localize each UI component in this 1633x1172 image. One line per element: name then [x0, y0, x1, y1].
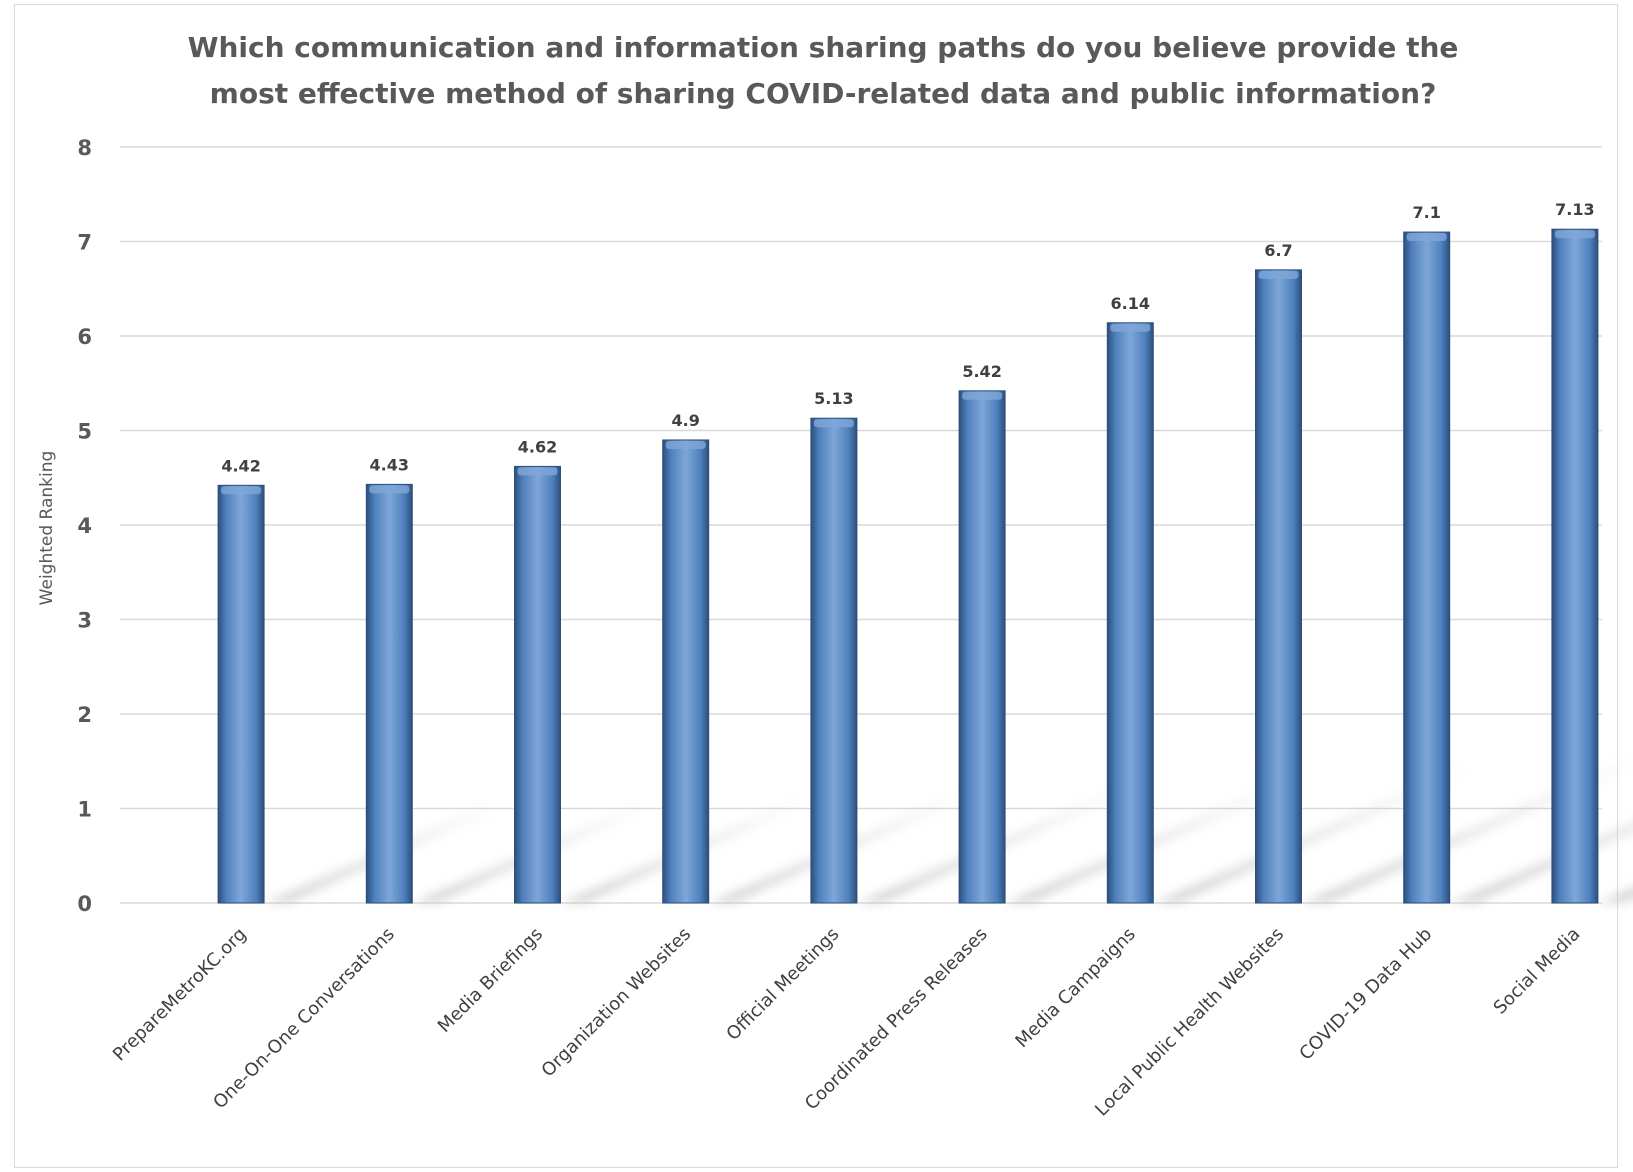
x-tick-label: Official Meetings: [722, 924, 843, 1045]
data-label: 4.62: [518, 437, 557, 456]
data-label: 4.9: [672, 411, 700, 430]
y-tick-label: 4: [77, 514, 92, 538]
x-tick-label: Organization Websites: [538, 924, 696, 1082]
bar-8: [1255, 269, 1302, 904]
data-label: 4.43: [370, 455, 409, 474]
y-tick-label: 0: [77, 892, 92, 916]
y-tick-label: 5: [77, 420, 92, 444]
data-label: 5.13: [814, 389, 853, 408]
bar-cap: [517, 467, 558, 476]
bars: [217, 228, 1599, 904]
bar-4: [662, 439, 710, 904]
bar-shadow: [1597, 887, 1633, 903]
gridlines: [120, 146, 1602, 904]
bar-cap: [1258, 270, 1299, 279]
bar-2: [365, 483, 413, 904]
data-labels: 4.42 4.43 4.62 4.9 5.13 5.42 6.14 6.7 7.1 7.13: [221, 200, 1594, 475]
bar-cap: [962, 391, 1003, 400]
bar-shadow: [1301, 756, 1633, 903]
y-tick-label: 2: [77, 703, 92, 727]
x-tick-label: Social Media: [1490, 924, 1585, 1019]
x-tick-label: PrepareMetroKC.org: [109, 924, 251, 1066]
data-label: 7.13: [1555, 200, 1594, 219]
bar-cap: [1406, 233, 1447, 242]
bar-5: [810, 417, 858, 904]
bar-6: [958, 390, 1006, 904]
y-axis-title: Weighted Ranking: [37, 451, 57, 606]
bar-9: [1403, 231, 1451, 904]
bar-7: [1106, 322, 1154, 904]
x-tick-label: Media Briefings: [434, 924, 547, 1037]
chart-title-line-1: Which communication and information shar…: [188, 31, 1459, 64]
bar-cap: [221, 486, 262, 495]
data-label: 6.7: [1264, 241, 1292, 260]
y-tick-label: 3: [77, 609, 92, 633]
x-tick-label: One-On-One Conversations: [209, 924, 398, 1113]
chart-title-line-2: most effective method of sharing COVID-r…: [210, 77, 1437, 110]
y-tick-label: 1: [77, 798, 92, 822]
x-tick-label: Media Campaigns: [1011, 924, 1139, 1052]
data-label: 6.14: [1111, 294, 1150, 313]
bar-1: [217, 484, 265, 904]
bar-cap: [1554, 230, 1595, 239]
bar-cap: [1110, 323, 1151, 332]
y-tick-label: 7: [77, 231, 92, 255]
x-tick-label: COVID-19 Data Hub: [1295, 924, 1436, 1065]
y-tick-label: 8: [77, 136, 92, 160]
bar-cap: [665, 440, 706, 449]
bar-cap: [813, 419, 854, 428]
data-label: 7.1: [1413, 203, 1441, 222]
bar-3: [514, 465, 561, 904]
data-label: 5.42: [962, 362, 1001, 381]
bar-cap: [369, 485, 410, 494]
bar-shadow: [1153, 768, 1479, 903]
bar-10: [1551, 228, 1599, 904]
y-axis-ticks: 0 1 2 3 4 5 6 7 8: [77, 136, 92, 916]
data-label: 4.42: [221, 456, 260, 475]
y-tick-label: 6: [77, 325, 92, 349]
